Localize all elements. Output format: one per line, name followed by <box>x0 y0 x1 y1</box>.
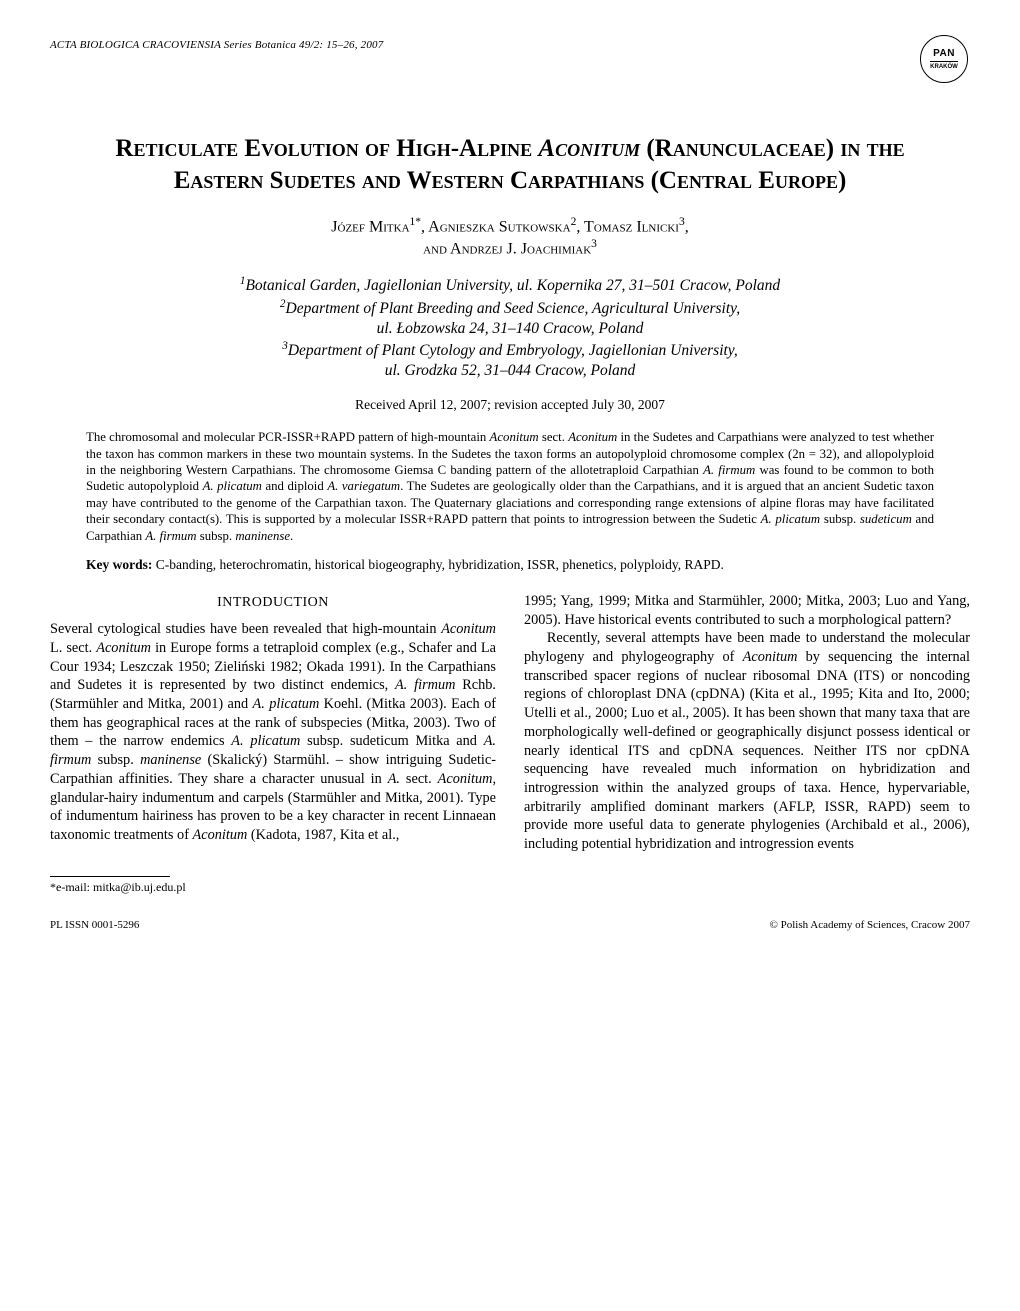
footer-left: PL ISSN 0001-5296 <box>50 918 139 933</box>
body-paragraph: 1995; Yang, 1999; Mitka and Starmühler, … <box>524 592 970 629</box>
article-title: Reticulate Evolution of High-Alpine Acon… <box>110 133 910 197</box>
page-footer: PL ISSN 0001-5296 © Polish Academy of Sc… <box>50 918 970 933</box>
corresponding-footnote: *e-mail: mitka@ib.uj.edu.pl <box>50 880 970 896</box>
footer-right: © Polish Academy of Sciences, Cracow 200… <box>769 918 970 933</box>
body-columns: INTRODUCTION Several cytological studies… <box>50 592 970 854</box>
keywords-label: Key words: <box>86 557 152 572</box>
running-header: ACTA BIOLOGICA CRACOVIENSIA Series Botan… <box>50 38 970 53</box>
body-paragraph: Recently, several attempts have been mad… <box>524 629 970 854</box>
section-heading: INTRODUCTION <box>50 594 496 612</box>
abstract: The chromosomal and molecular PCR-ISSR+R… <box>86 429 934 544</box>
footnote-separator <box>50 876 170 877</box>
publisher-logo: PAN KRAKÓW <box>920 35 968 83</box>
logo-bottom-text: KRAKÓW <box>930 61 958 70</box>
affiliations: 1Botanical Garden, Jagiellonian Universi… <box>80 274 940 381</box>
keywords: Key words: C-banding, heterochromatin, h… <box>86 556 934 574</box>
received-dates: Received April 12, 2007; revision accept… <box>50 396 970 414</box>
author-list: Józef Mitka1*, Agnieszka Sutkowska2, Tom… <box>50 215 970 261</box>
body-paragraph: Several cytological studies have been re… <box>50 620 496 845</box>
keywords-text: C-banding, heterochromatin, historical b… <box>152 557 724 572</box>
logo-top-text: PAN <box>933 49 955 59</box>
